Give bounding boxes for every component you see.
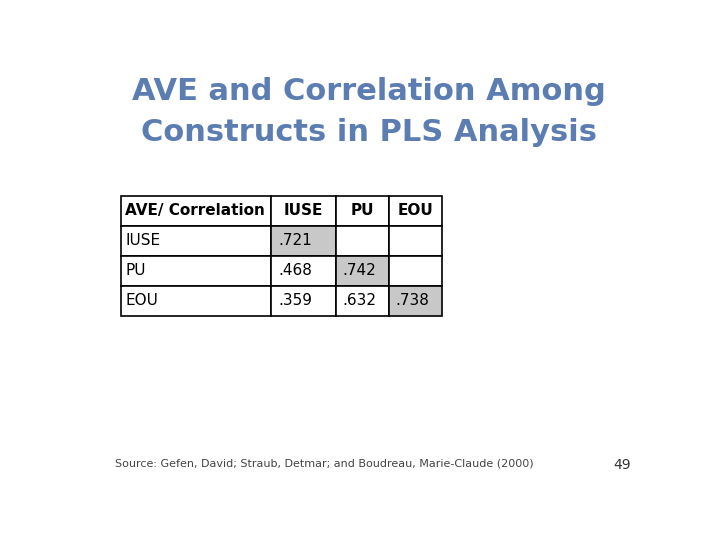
- Bar: [389, 255, 441, 286]
- Text: Source: Gefen, David; Straub, Detmar; and Boudreau, Marie-Claude (2000): Source: Gefen, David; Straub, Detmar; an…: [115, 458, 534, 468]
- Text: 49: 49: [613, 458, 631, 472]
- Bar: [336, 226, 389, 255]
- Text: IUSE: IUSE: [284, 203, 323, 218]
- Bar: [271, 286, 336, 315]
- Bar: [389, 196, 441, 226]
- Bar: [121, 226, 271, 255]
- Text: IUSE: IUSE: [125, 233, 161, 248]
- Text: EOU: EOU: [397, 203, 433, 218]
- Bar: [121, 255, 271, 286]
- Text: EOU: EOU: [125, 293, 158, 308]
- Bar: [121, 196, 271, 226]
- Text: .468: .468: [278, 263, 312, 278]
- Text: AVE and Correlation Among
Constructs in PLS Analysis: AVE and Correlation Among Constructs in …: [132, 77, 606, 147]
- Text: PU: PU: [350, 203, 374, 218]
- Text: .632: .632: [342, 293, 377, 308]
- Bar: [389, 286, 441, 315]
- Text: .738: .738: [395, 293, 429, 308]
- Bar: [271, 196, 336, 226]
- Text: .359: .359: [278, 293, 312, 308]
- Bar: [336, 196, 389, 226]
- Bar: [121, 286, 271, 315]
- Text: AVE/ Correlation: AVE/ Correlation: [125, 203, 265, 218]
- Bar: [271, 226, 336, 255]
- Bar: [271, 255, 336, 286]
- Bar: [389, 226, 441, 255]
- Text: PU: PU: [125, 263, 145, 278]
- Text: .721: .721: [278, 233, 312, 248]
- Bar: [336, 255, 389, 286]
- Bar: [336, 286, 389, 315]
- Text: .742: .742: [342, 263, 376, 278]
